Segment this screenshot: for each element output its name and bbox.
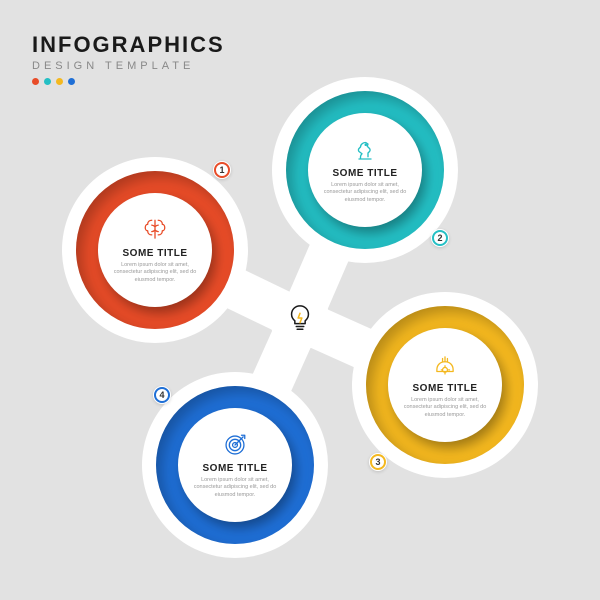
knight-icon [351,136,379,164]
step-badge: 1 [213,161,231,179]
node-desc: Lorem ipsum dolor sit amet, consectetur … [320,182,410,204]
infographic-canvas: SOME TITLE Lorem ipsum dolor sit amet, co… [0,0,600,600]
node-title: SOME TITLE [413,383,478,394]
infographic-node: SOME TITLE Lorem ipsum dolor sit amet, co… [156,386,314,544]
node-inner: SOME TITLE Lorem ipsum dolor sit amet, co… [98,193,212,307]
target-icon [221,431,249,459]
node-inner: SOME TITLE Lorem ipsum dolor sit amet, co… [308,113,422,227]
lightbulb-icon [285,303,315,338]
node-inner: SOME TITLE Lorem ipsum dolor sit amet, co… [178,408,292,522]
center-hub [270,290,330,350]
brain-icon [141,216,169,244]
node-desc: Lorem ipsum dolor sit amet, consectetur … [190,477,280,499]
infographic-node: SOME TITLE Lorem ipsum dolor sit amet, co… [286,91,444,249]
step-badge: 2 [431,229,449,247]
step-number: 3 [375,457,380,467]
node-title: SOME TITLE [123,248,188,259]
infographic-node: SOME TITLE Lorem ipsum dolor sit amet, co… [76,171,234,329]
node-title: SOME TITLE [333,168,398,179]
step-number: 1 [219,165,224,175]
node-title: SOME TITLE [203,463,268,474]
step-badge: 3 [369,453,387,471]
step-number: 4 [159,390,164,400]
node-desc: Lorem ipsum dolor sit amet, consectetur … [400,397,490,419]
node-desc: Lorem ipsum dolor sit amet, consectetur … [110,262,200,284]
infographic-node: SOME TITLE Lorem ipsum dolor sit amet, co… [366,306,524,464]
node-inner: SOME TITLE Lorem ipsum dolor sit amet, co… [388,328,502,442]
step-number: 2 [437,233,442,243]
step-badge: 4 [153,386,171,404]
helmet-gear-icon [431,351,459,379]
